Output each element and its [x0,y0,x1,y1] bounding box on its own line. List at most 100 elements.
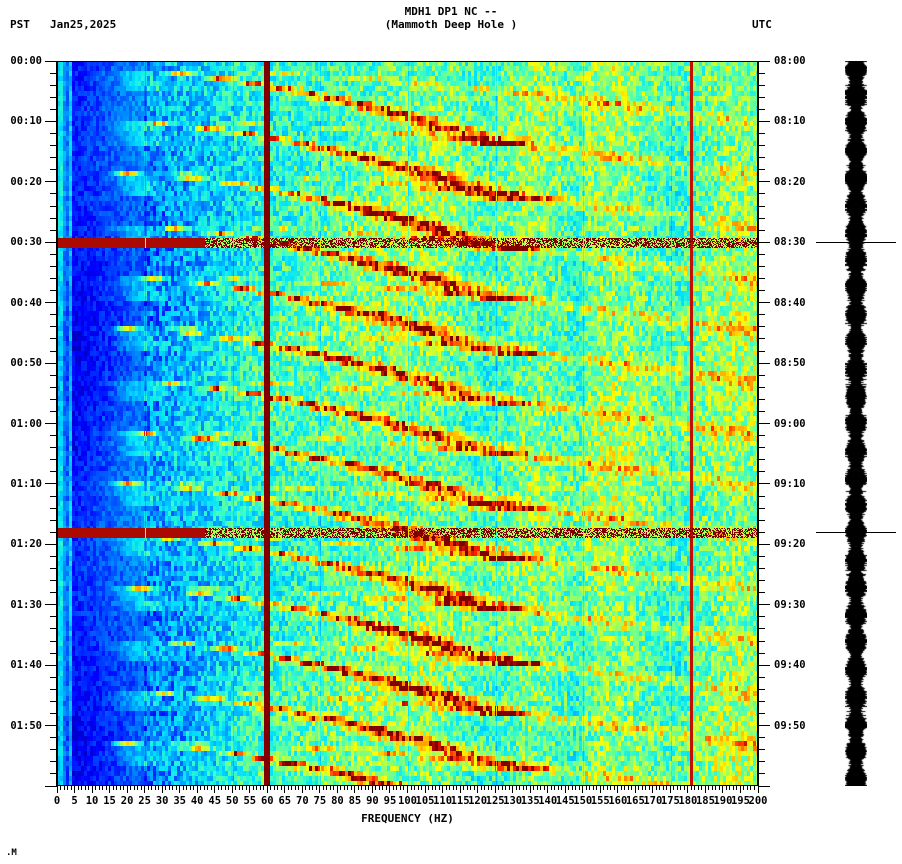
y-major-tick-left [45,61,57,62]
x-minor-tick [256,786,257,790]
x-tick [442,786,443,793]
x-tick-label: 40 [190,795,204,807]
x-minor-tick [67,786,68,790]
x-tick [582,786,583,793]
x-tick-label: 55 [243,795,257,807]
y-minor-tick-right [758,254,765,255]
x-minor-tick [467,786,468,790]
y-minor-tick-right [758,689,765,690]
spectrogram-plot[interactable] [57,61,758,786]
y-major-tick-left [45,302,57,303]
y-tick-label-left: 01:30 [10,598,42,611]
x-minor-tick [628,786,629,790]
x-tick [565,786,566,793]
x-minor-tick [277,786,278,790]
x-minor-tick [488,786,489,790]
y-major-tick-left [45,604,57,605]
x-minor-tick [340,786,341,790]
y-tick-label-right: 08:00 [774,55,806,67]
y-minor-tick-left [50,399,57,400]
y-minor-tick-right [758,193,765,194]
seismogram-trace [845,61,867,786]
x-minor-tick [260,786,261,790]
x-minor-tick [663,786,664,790]
x-minor-tick [631,786,632,790]
y-tick-label-right: 08:20 [774,175,806,188]
y-minor-tick-left [50,145,57,146]
y-tick-label-left: 00:30 [10,236,42,249]
y-minor-tick-right [758,109,765,110]
y-major-tick-right [758,725,770,726]
x-minor-tick [190,786,191,790]
y-minor-tick-left [50,230,57,231]
x-minor-tick [439,786,440,790]
x-tick [284,786,285,793]
x-minor-tick [684,786,685,790]
y-minor-tick-left [50,749,57,750]
y-minor-tick-right [758,290,765,291]
x-minor-tick [537,786,538,790]
y-major-tick-right [758,544,770,545]
y-tick-label-right: 08:40 [774,296,806,309]
y-minor-tick-left [50,206,57,207]
x-minor-tick [393,786,394,790]
y-tick-label-left: 01:20 [10,538,42,551]
y-minor-tick-right [758,532,765,533]
x-tick-label: 125 [485,795,505,807]
x-minor-tick [344,786,345,790]
y-tick-label-left: 01:50 [10,719,42,732]
y-minor-tick-right [758,73,765,74]
seismogram-trace-image [845,61,867,786]
x-minor-tick [446,786,447,790]
y-minor-tick-right [758,387,765,388]
x-minor-tick [295,786,296,790]
y-minor-tick-right [758,568,765,569]
x-minor-tick [418,786,419,790]
x-tick [337,786,338,793]
x-minor-tick [540,786,541,790]
y-minor-tick-left [50,737,57,738]
x-minor-tick [726,786,727,790]
x-tick-label: 50 [225,795,239,807]
x-minor-tick [638,786,639,790]
x-minor-tick [151,786,152,790]
x-minor-tick [365,786,366,790]
x-minor-tick [403,786,404,790]
y-minor-tick-left [50,459,57,460]
x-minor-tick [607,786,608,790]
x-minor-tick [169,786,170,790]
x-minor-tick [551,786,552,790]
x-minor-tick [614,786,615,790]
y-minor-tick-right [758,145,765,146]
x-minor-tick [747,786,748,790]
x-minor-tick [729,786,730,790]
x-minor-tick [561,786,562,790]
x-minor-tick [330,786,331,790]
y-minor-tick-left [50,411,57,412]
x-minor-tick [754,786,755,790]
y-minor-tick-left [50,375,57,376]
x-minor-tick [323,786,324,790]
x-minor-tick [736,786,737,790]
y-minor-tick-left [50,496,57,497]
y-minor-tick-right [758,157,765,158]
y-minor-tick-right [758,508,765,509]
x-tick-label: 200 [748,795,768,807]
x-tick [389,786,390,793]
x-minor-tick [677,786,678,790]
x-minor-tick [176,786,177,790]
x-tick-label: 145 [555,795,575,807]
y-major-tick-right [758,483,770,484]
x-minor-tick [113,786,114,790]
x-minor-tick [358,786,359,790]
y-tick-label-right: 09:20 [774,538,806,551]
x-minor-tick [526,786,527,790]
y-major-tick-right [758,242,770,243]
x-tick-label: 130 [503,795,523,807]
x-minor-tick [432,786,433,790]
x-tick [740,786,741,793]
x-tick-label: 155 [590,795,610,807]
x-minor-tick [484,786,485,790]
y-minor-tick-right [758,641,765,642]
y-tick-label-right: 09:30 [774,598,806,611]
